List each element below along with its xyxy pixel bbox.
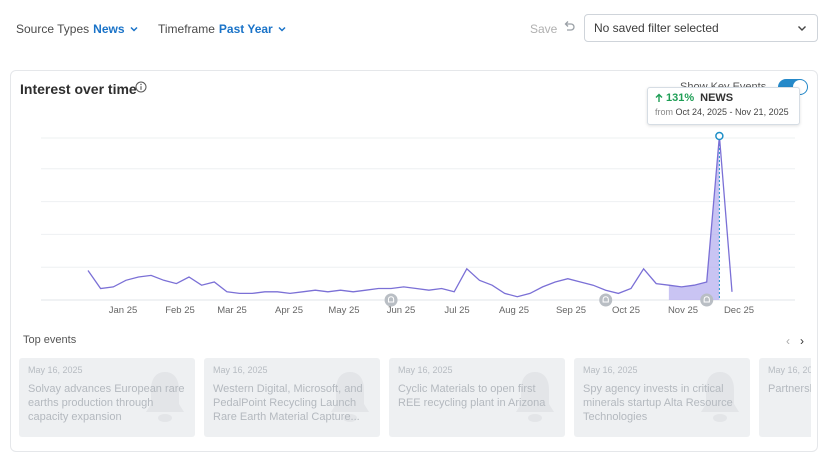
save-button[interactable]: Save [530, 22, 558, 36]
source-types-filter[interactable]: Source Types News [16, 22, 139, 36]
tooltip-range: Oct 24, 2025 - Nov 21, 2025 [675, 107, 789, 117]
arrow-up-icon [655, 93, 663, 102]
event-date: May 16, 2025 [213, 365, 268, 375]
x-tick-label: Jun 25 [387, 305, 416, 316]
event-title: Partnership Launched Recovery [768, 383, 811, 395]
event-date: May 16, 2025 [583, 365, 638, 375]
event-title: Western Digital, Microsoft, and PedalPoi… [213, 383, 363, 423]
x-tick-label: Jan 25 [109, 305, 138, 316]
saved-filter-select[interactable]: No saved filter selected [584, 14, 818, 42]
bell-icon [387, 296, 395, 303]
top-events-list: May 16, 2025 Solvay advances European ra… [19, 358, 811, 438]
filter-bar: Source Types News Timeframe Past Year Sa… [0, 0, 829, 60]
x-tick-label: Apr 25 [275, 305, 303, 316]
saved-filter-value: No saved filter selected [594, 21, 719, 35]
x-tick-label: Jul 25 [444, 305, 469, 316]
event-title: Solvay advances European rare earths pro… [28, 383, 185, 423]
bell-icon [516, 372, 554, 422]
bell-icon [602, 296, 609, 303]
next-events-button[interactable]: › [800, 334, 804, 348]
timeframe-filter[interactable]: Timeframe Past Year [158, 22, 287, 36]
info-icon[interactable] [135, 81, 147, 93]
key-event-marker [599, 293, 613, 307]
event-card[interactable]: May 16, 2025 Cyclic Materials to open fi… [389, 358, 565, 437]
x-tick-label: Dec 25 [724, 305, 754, 316]
series-line [87, 135, 733, 298]
x-tick-label: Sep 25 [556, 305, 586, 316]
event-title: Spy agency invests in critical minerals … [583, 383, 733, 423]
card-title: Interest over time [20, 81, 137, 97]
source-types-label: Source Types [16, 22, 90, 36]
x-tick-label: Mar 25 [217, 305, 247, 316]
top-events-label: Top events [23, 334, 77, 346]
x-tick-label: Nov 25 [668, 305, 698, 316]
tooltip-source: NEWS [700, 92, 734, 104]
event-card[interactable]: May 16, 2025 Partnership Launched Recove… [759, 358, 811, 437]
event-card[interactable]: May 16, 2025 Solvay advances European ra… [19, 358, 195, 437]
key-event-marker [700, 293, 714, 307]
key-event-marker [384, 293, 398, 307]
interest-chart: Jan 25 Feb 25 Mar 25 Apr 25 May 25 Jun 25 Jul … [41, 131, 795, 316]
chevron-down-icon [129, 26, 138, 32]
timeframe-value: Past Year [218, 22, 273, 36]
peak-point [715, 131, 724, 141]
event-card[interactable]: May 16, 2025 Spy agency invests in criti… [574, 358, 750, 437]
tooltip-percent: 131% [666, 92, 695, 104]
event-card[interactable]: May 16, 2025 Western Digital, Microsoft,… [204, 358, 380, 437]
event-date: May 16, 2025 [398, 365, 453, 375]
event-date: May 16, 2025 [28, 365, 83, 375]
chevron-down-icon [798, 26, 806, 31]
source-types-value: News [93, 22, 125, 36]
undo-icon[interactable] [562, 20, 576, 34]
prev-events-button[interactable]: ‹ [786, 334, 790, 348]
timeframe-label: Timeframe [158, 22, 215, 36]
chart-tooltip: 131% NEWS from Oct 24, 2025 - Nov 21, 20… [647, 87, 800, 125]
event-title: Cyclic Materials to open first REE recyc… [398, 383, 546, 409]
event-date: May 16, 2025 [768, 365, 811, 375]
chevron-down-icon [278, 26, 286, 32]
tooltip-from-label: from [655, 107, 673, 117]
bell-icon [703, 296, 710, 303]
x-tick-label: May 25 [328, 305, 359, 316]
bell-icon [146, 372, 184, 422]
bell-icon [701, 372, 739, 422]
x-tick-label: Aug 25 [499, 305, 529, 316]
highlight-area [668, 136, 720, 300]
x-tick-label: Feb 25 [165, 305, 195, 316]
x-tick-label: Oct 25 [612, 305, 640, 316]
interest-over-time-card: Interest over time Show Key Events Jan 2… [10, 70, 818, 452]
bell-icon [331, 372, 369, 422]
